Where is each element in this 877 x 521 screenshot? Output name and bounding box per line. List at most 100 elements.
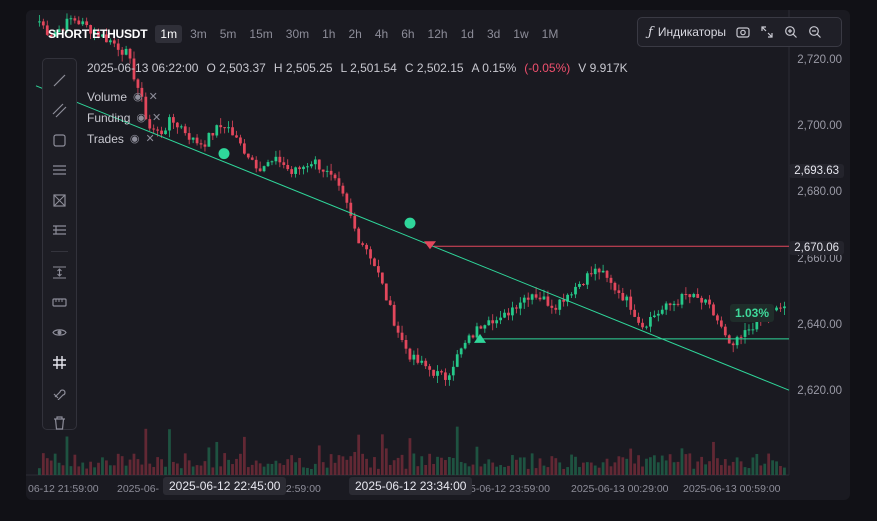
timeframe-2h[interactable]: 2h <box>348 27 362 41</box>
candle-body <box>645 326 648 328</box>
candle-body <box>735 336 739 346</box>
timeframe-3m[interactable]: 3m <box>190 27 207 41</box>
volume-bar <box>463 463 467 475</box>
box-x-icon[interactable] <box>52 193 67 208</box>
volume-bar <box>499 465 502 475</box>
volume-bar <box>128 459 132 475</box>
volume-bar <box>132 453 136 475</box>
timeframe-4h[interactable]: 4h <box>374 27 389 41</box>
eye-icon[interactable] <box>52 325 67 340</box>
volume-bar <box>613 462 617 475</box>
volume-bar <box>621 457 625 475</box>
candle-body <box>747 329 751 331</box>
candle-body <box>518 302 522 309</box>
candle-body <box>380 272 384 284</box>
zoom-in-icon[interactable] <box>784 25 798 39</box>
candle-body <box>136 79 140 88</box>
volume-bar <box>215 441 219 475</box>
eye-icon[interactable]: ◉ <box>136 112 146 124</box>
expand-icon[interactable] <box>760 25 774 39</box>
trash-icon[interactable] <box>52 415 67 430</box>
eye-icon[interactable]: ◉ <box>129 133 140 145</box>
volume-bar <box>755 453 759 475</box>
price-tag-upper: 2,693.63 <box>789 164 844 178</box>
candle-body <box>341 185 345 194</box>
x-tick-label: 22:59:00 <box>280 483 321 495</box>
timeframe-15m[interactable]: 15m <box>249 27 273 41</box>
grid-icon[interactable] <box>52 355 67 370</box>
volume-bar <box>696 461 700 475</box>
volume-bar <box>597 467 601 475</box>
candle-body <box>73 18 77 21</box>
candle-body <box>463 342 467 349</box>
timeframe-12h[interactable]: 12h <box>427 27 448 41</box>
timeframe-6h[interactable]: 6h <box>401 27 415 41</box>
timeframe-1h[interactable]: 1h <box>322 27 336 41</box>
candle-body <box>526 297 530 300</box>
volume-bar <box>144 428 148 475</box>
close-icon[interactable]: ✕ <box>148 91 158 103</box>
volume-bar <box>361 453 365 475</box>
candle-body <box>101 34 104 37</box>
close-icon[interactable]: ✕ <box>151 112 162 124</box>
candle-body <box>751 329 755 331</box>
volume-bar <box>239 453 242 475</box>
timeframe-1w[interactable]: 1w <box>513 27 529 41</box>
screenshot-icon[interactable] <box>736 25 750 39</box>
timeframe-1d[interactable]: 1d <box>460 27 474 41</box>
volume-bar <box>542 465 546 475</box>
price-chart[interactable] <box>26 10 850 500</box>
trendline-tool-icon[interactable] <box>52 73 67 88</box>
candle-body <box>574 286 577 295</box>
indicators-button[interactable]: ƒ Индикаторы <box>638 25 726 40</box>
volume-bar <box>41 453 45 475</box>
volume-bar <box>428 453 432 475</box>
magnet-icon[interactable] <box>52 385 67 400</box>
timeframe-1M[interactable]: 1M <box>541 27 559 41</box>
timeframe-30m[interactable]: 30m <box>285 27 310 41</box>
candle-body <box>688 294 692 298</box>
volume-bar <box>601 462 605 475</box>
fibonacci-icon[interactable] <box>52 223 67 238</box>
candle-body <box>408 348 412 360</box>
timeframe-1m[interactable]: 1m <box>155 25 183 43</box>
candle-body <box>195 137 199 144</box>
candle-body <box>294 167 297 174</box>
candle-body <box>692 293 696 298</box>
candle-body <box>187 133 191 140</box>
volume-bar <box>148 463 152 475</box>
function-icon: ƒ <box>648 24 653 40</box>
zoom-out-icon[interactable] <box>808 25 822 39</box>
measure-range-icon[interactable] <box>52 265 67 280</box>
volume-bar <box>53 453 57 475</box>
close-icon[interactable]: ✕ <box>145 133 155 145</box>
timeframe-3d[interactable]: 3d <box>486 27 501 41</box>
volume-bar <box>310 468 313 475</box>
volume-bar <box>672 462 676 475</box>
ohlc-volume: V 9.917K <box>578 61 628 75</box>
volume-bar <box>333 462 337 475</box>
timeframe-5m[interactable]: 5m <box>219 27 237 41</box>
volume-bar <box>585 462 589 475</box>
volume-bar <box>85 468 89 475</box>
candle-body <box>597 268 601 273</box>
volume-bar <box>467 466 471 475</box>
eye-icon[interactable]: ◉ <box>133 91 143 103</box>
volume-bar <box>558 462 562 475</box>
candle-body <box>554 307 558 310</box>
candle-body <box>345 193 349 203</box>
volume-bar <box>211 467 215 475</box>
candle-body <box>629 296 633 310</box>
volume-bar <box>416 466 420 475</box>
volume-bar <box>712 441 715 475</box>
trendline-anchor <box>404 217 416 229</box>
candle-body <box>514 307 518 309</box>
parallel-channel-icon[interactable] <box>52 103 67 118</box>
candle-body <box>140 87 144 97</box>
x-tick-label: 2025-06-13 00:29:00 <box>571 483 669 495</box>
candle-body <box>511 307 514 316</box>
rectangle-tool-icon[interactable] <box>52 133 67 148</box>
candle-body <box>440 371 443 373</box>
horizontal-lines-icon[interactable] <box>52 163 67 178</box>
ruler-icon[interactable] <box>52 295 67 310</box>
